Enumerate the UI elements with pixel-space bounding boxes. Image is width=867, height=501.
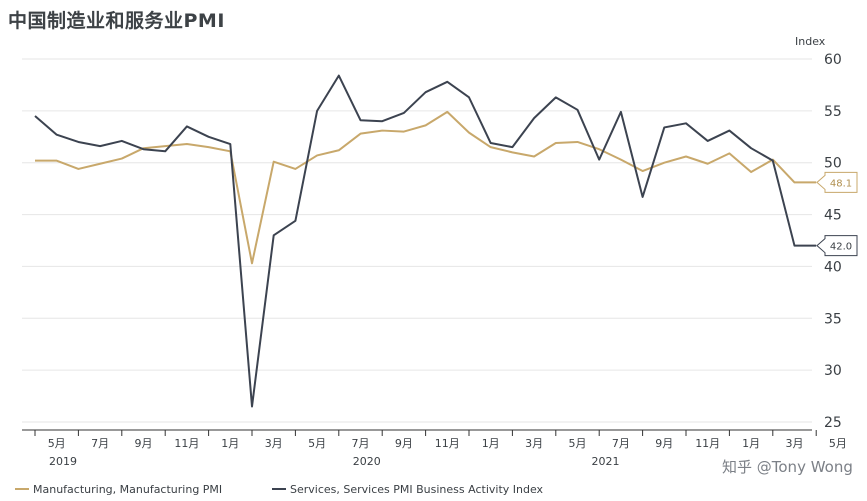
x-tick-label: 5月: [829, 437, 847, 450]
y-tick-label: 40: [824, 259, 842, 275]
x-axis: 5月 7月 9月 11月 1月 3月 5月 7月 9月 11月 1月 3月 5月 7月 9月 11月 1月 3月 5…: [22, 429, 847, 468]
legend-item-services: Services, Services PMI Business Activity…: [272, 483, 544, 496]
x-tick-label: 1月: [482, 437, 500, 450]
series-lines: [34, 74, 817, 408]
x-tick-label: 3月: [786, 437, 804, 450]
x-tick-label: 5月: [569, 437, 587, 450]
x-tick-label: 1月: [742, 437, 760, 450]
series-line-services: [34, 74, 817, 408]
x-tick-label: 9月: [655, 437, 673, 450]
y-axis: Index 25 30 35 40 45 50 55 60: [795, 35, 842, 431]
x-tick-label: 9月: [395, 437, 413, 450]
watermark: 知乎 @Tony Wong: [722, 458, 853, 476]
x-tick-label: 7月: [352, 437, 370, 450]
x-year-label: 2019: [49, 455, 77, 468]
x-tick-label: 1月: [221, 437, 239, 450]
x-tick-label: 9月: [135, 437, 153, 450]
end-label-text: 48.1: [830, 178, 852, 189]
end-label-services: 42.0: [816, 235, 858, 257]
y-tick-label: 50: [824, 156, 842, 172]
x-tick-label: 11月: [695, 437, 720, 450]
legend-label: Manufacturing, Manufacturing PMI: [33, 483, 222, 496]
x-tick-label: 3月: [265, 437, 283, 450]
x-tick-label: 7月: [612, 437, 630, 450]
x-tick-label: 7月: [91, 437, 109, 450]
x-year-label: 2021: [592, 455, 620, 468]
x-tick-label: 5月: [308, 437, 326, 450]
end-value-labels: 48.1 42.0: [816, 171, 858, 257]
legend-label: Services, Services PMI Business Activity…: [290, 483, 544, 496]
y-tick-label: 25: [824, 415, 842, 431]
legend-item-manufacturing: Manufacturing, Manufacturing PMI: [15, 483, 222, 496]
y-tick-label: 45: [824, 208, 842, 224]
end-label-manufacturing: 48.1: [816, 171, 858, 193]
x-tick-label: 11月: [435, 437, 460, 450]
x-year-label: 2020: [353, 455, 381, 468]
x-tick-label: 3月: [525, 437, 543, 450]
legend: Manufacturing, Manufacturing PMI Services…: [15, 483, 544, 496]
grid-lines: [22, 58, 812, 423]
x-tick-label: 5月: [48, 437, 66, 450]
y-tick-label: 55: [824, 104, 842, 120]
chart-title: 中国制造业和服务业PMI: [8, 10, 225, 32]
y-tick-label: 60: [824, 52, 842, 68]
series-line-manufacturing: [35, 110, 817, 265]
y-tick-label: 35: [824, 311, 842, 327]
y-axis-label: Index: [795, 35, 826, 48]
x-tick-label: 11月: [174, 437, 199, 450]
y-tick-label: 30: [824, 363, 842, 379]
end-label-text: 42.0: [830, 242, 852, 253]
